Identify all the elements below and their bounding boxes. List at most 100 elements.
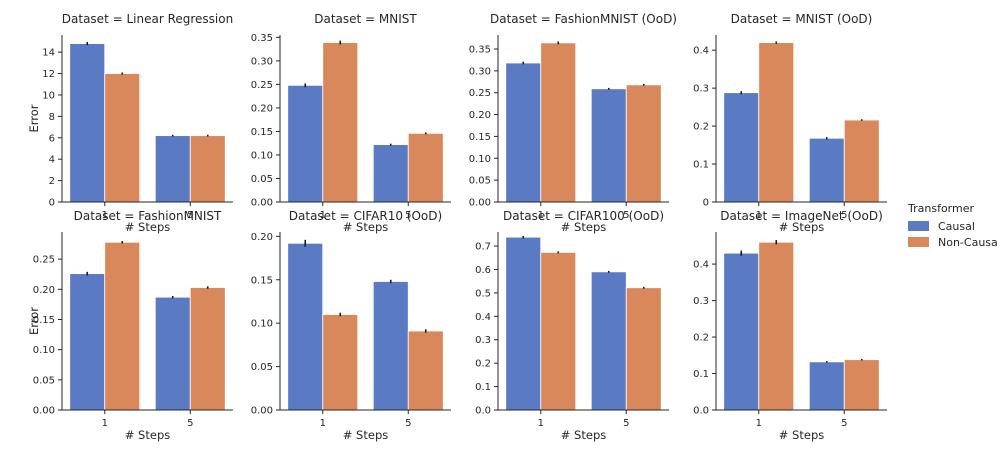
y-tick-label: 0.2 xyxy=(693,333,709,344)
x-tick-label: 1 xyxy=(756,210,762,221)
bar-causal-step-5 xyxy=(154,296,191,411)
y-tick-label: 0.05 xyxy=(469,176,491,187)
x-tick-label: 1 xyxy=(756,418,762,429)
y-tick-label: 0.25 xyxy=(251,80,273,91)
bar-non-causal-step-1 xyxy=(758,42,795,203)
x-tick-label: 5 xyxy=(841,210,847,221)
y-tick-label: 0.2 xyxy=(693,122,709,133)
y-tick-label: 0.30 xyxy=(469,66,491,77)
bar-non-causal-step-5 xyxy=(843,359,880,411)
y-axis-label: Error xyxy=(27,307,41,335)
y-tick-label: 0.10 xyxy=(33,345,55,356)
y-tick-label: 12 xyxy=(42,69,55,80)
legend-swatch-causal xyxy=(908,221,929,231)
y-tick-label: 0.15 xyxy=(251,275,273,286)
y-tick-label: 10 xyxy=(42,90,55,101)
subplot-1: Dataset = Linear Regression 0 2 4 6 8 10 12 14 1 5… xyxy=(27,12,233,234)
bar-causal-step-1 xyxy=(69,273,106,411)
y-tick-label: 0.25 xyxy=(33,255,55,266)
y-tick-label: 0.0 xyxy=(475,406,491,417)
y-tick-label: 6 xyxy=(49,133,55,144)
y-tick-label: 0.4 xyxy=(475,312,491,323)
bar-causal-step-1 xyxy=(505,62,542,203)
bar-causal-step-5 xyxy=(590,271,627,411)
bar-non-causal-step-1 xyxy=(322,314,359,411)
bar-non-causal-step-5 xyxy=(625,287,662,411)
y-tick-label: 0.4 xyxy=(693,260,709,271)
y-tick-label: 0.7 xyxy=(475,242,491,253)
x-tick-label: 1 xyxy=(102,418,108,429)
subplot-title: Dataset = CIFAR100 (OoD) xyxy=(503,209,664,223)
y-tick-label: 0.30 xyxy=(251,56,273,67)
y-tick-label: 0.2 xyxy=(475,359,491,370)
y-tick-label: 0.05 xyxy=(251,174,273,185)
x-tick-label: 5 xyxy=(187,210,193,221)
bar-causal-step-1 xyxy=(505,236,542,411)
y-tick-label: 0.00 xyxy=(251,198,273,209)
x-axis-label: # Steps xyxy=(779,220,824,234)
y-tick-label: 0.1 xyxy=(693,160,709,171)
y-tick-label: 0.15 xyxy=(251,127,273,138)
y-tick-label: 0.05 xyxy=(251,362,273,373)
subplot-title: Dataset = ImageNet (OoD) xyxy=(720,209,883,223)
x-axis-label: # Steps xyxy=(343,220,388,234)
bar-causal-step-1 xyxy=(69,43,106,203)
y-tick-label: 0.10 xyxy=(251,319,273,330)
bar-non-causal-step-5 xyxy=(407,330,444,411)
x-tick-label: 1 xyxy=(102,210,108,221)
bar-causal-step-5 xyxy=(372,281,409,411)
bar-non-causal-step-1 xyxy=(540,251,577,411)
subplot-2: Dataset = MNIST 0.00 0.05 0.10 0.15 0.20 0.25 0… xyxy=(251,12,451,234)
subplot-6: Dataset = CIFAR10 (OoD) 0.00 0.05 0.10 0.15 0… xyxy=(251,209,451,442)
bar-causal-step-5 xyxy=(372,144,409,203)
y-tick-label: 0.1 xyxy=(693,369,709,380)
y-tick-label: 0.00 xyxy=(251,406,273,417)
x-axis-label: # Steps xyxy=(561,428,606,442)
x-tick-label: 1 xyxy=(320,210,326,221)
legend-swatch-non-causal xyxy=(908,237,929,247)
x-tick-label: 5 xyxy=(405,210,411,221)
subplot-3: Dataset = FashionMNIST (OoD) 0.00 0.05 0.10… xyxy=(469,12,677,234)
bar-non-causal-step-1 xyxy=(322,42,359,203)
bar-non-causal-step-5 xyxy=(189,287,226,411)
bar-causal-step-1 xyxy=(287,242,324,411)
x-axis-label: # Steps xyxy=(125,428,170,442)
y-tick-label: 0.05 xyxy=(33,375,55,386)
x-tick-label: 5 xyxy=(187,418,193,429)
y-tick-label: 0.3 xyxy=(693,296,709,307)
y-tick-label: 0.15 xyxy=(33,315,55,326)
y-tick-label: 0.20 xyxy=(251,103,273,114)
y-tick-label: 0.20 xyxy=(33,285,55,296)
bar-causal-step-5 xyxy=(808,361,845,411)
bar-non-causal-step-1 xyxy=(104,73,141,203)
y-axis-label: Error xyxy=(27,104,41,132)
x-axis-label: # Steps xyxy=(561,220,606,234)
subplot-title: Dataset = MNIST (OoD) xyxy=(731,12,873,26)
y-tick-label: 0 xyxy=(703,198,709,209)
y-tick-label: 0.20 xyxy=(469,110,491,121)
y-tick-label: 0.4 xyxy=(693,46,709,57)
y-tick-label: 0.00 xyxy=(33,406,55,417)
y-tick-label: 8 xyxy=(49,112,55,123)
x-tick-label: 1 xyxy=(538,418,544,429)
legend-label-non-causal: Non-Causal xyxy=(938,236,997,249)
subplot-title: Dataset = FashionMNIST xyxy=(74,209,222,223)
subplot-4: Dataset = MNIST (OoD) 0 0.1 0.2 0.3 0.4 1 5 # St… xyxy=(693,12,887,234)
subplot-title: Dataset = Linear Regression xyxy=(62,12,233,26)
legend-label-causal: Causal xyxy=(938,220,975,233)
x-tick-label: 1 xyxy=(320,418,326,429)
y-tick-label: 0.35 xyxy=(251,33,273,44)
x-axis-label: # Steps xyxy=(343,428,388,442)
y-tick-label: 0.00 xyxy=(469,198,491,209)
y-tick-label: 2 xyxy=(49,176,55,187)
bar-non-causal-step-1 xyxy=(540,42,577,203)
y-tick-label: 0.35 xyxy=(469,44,491,55)
subplot-title: Dataset = CIFAR10 (OoD) xyxy=(289,209,442,223)
x-axis-label: # Steps xyxy=(125,220,170,234)
x-axis-label: # Steps xyxy=(779,428,824,442)
legend: Transformer Causal Non-Causal xyxy=(907,202,997,249)
x-tick-label: 5 xyxy=(841,418,847,429)
subplot-7: Dataset = CIFAR100 (OoD) 0.0 0.1 0.2 0.3 0.4 0… xyxy=(475,209,669,442)
